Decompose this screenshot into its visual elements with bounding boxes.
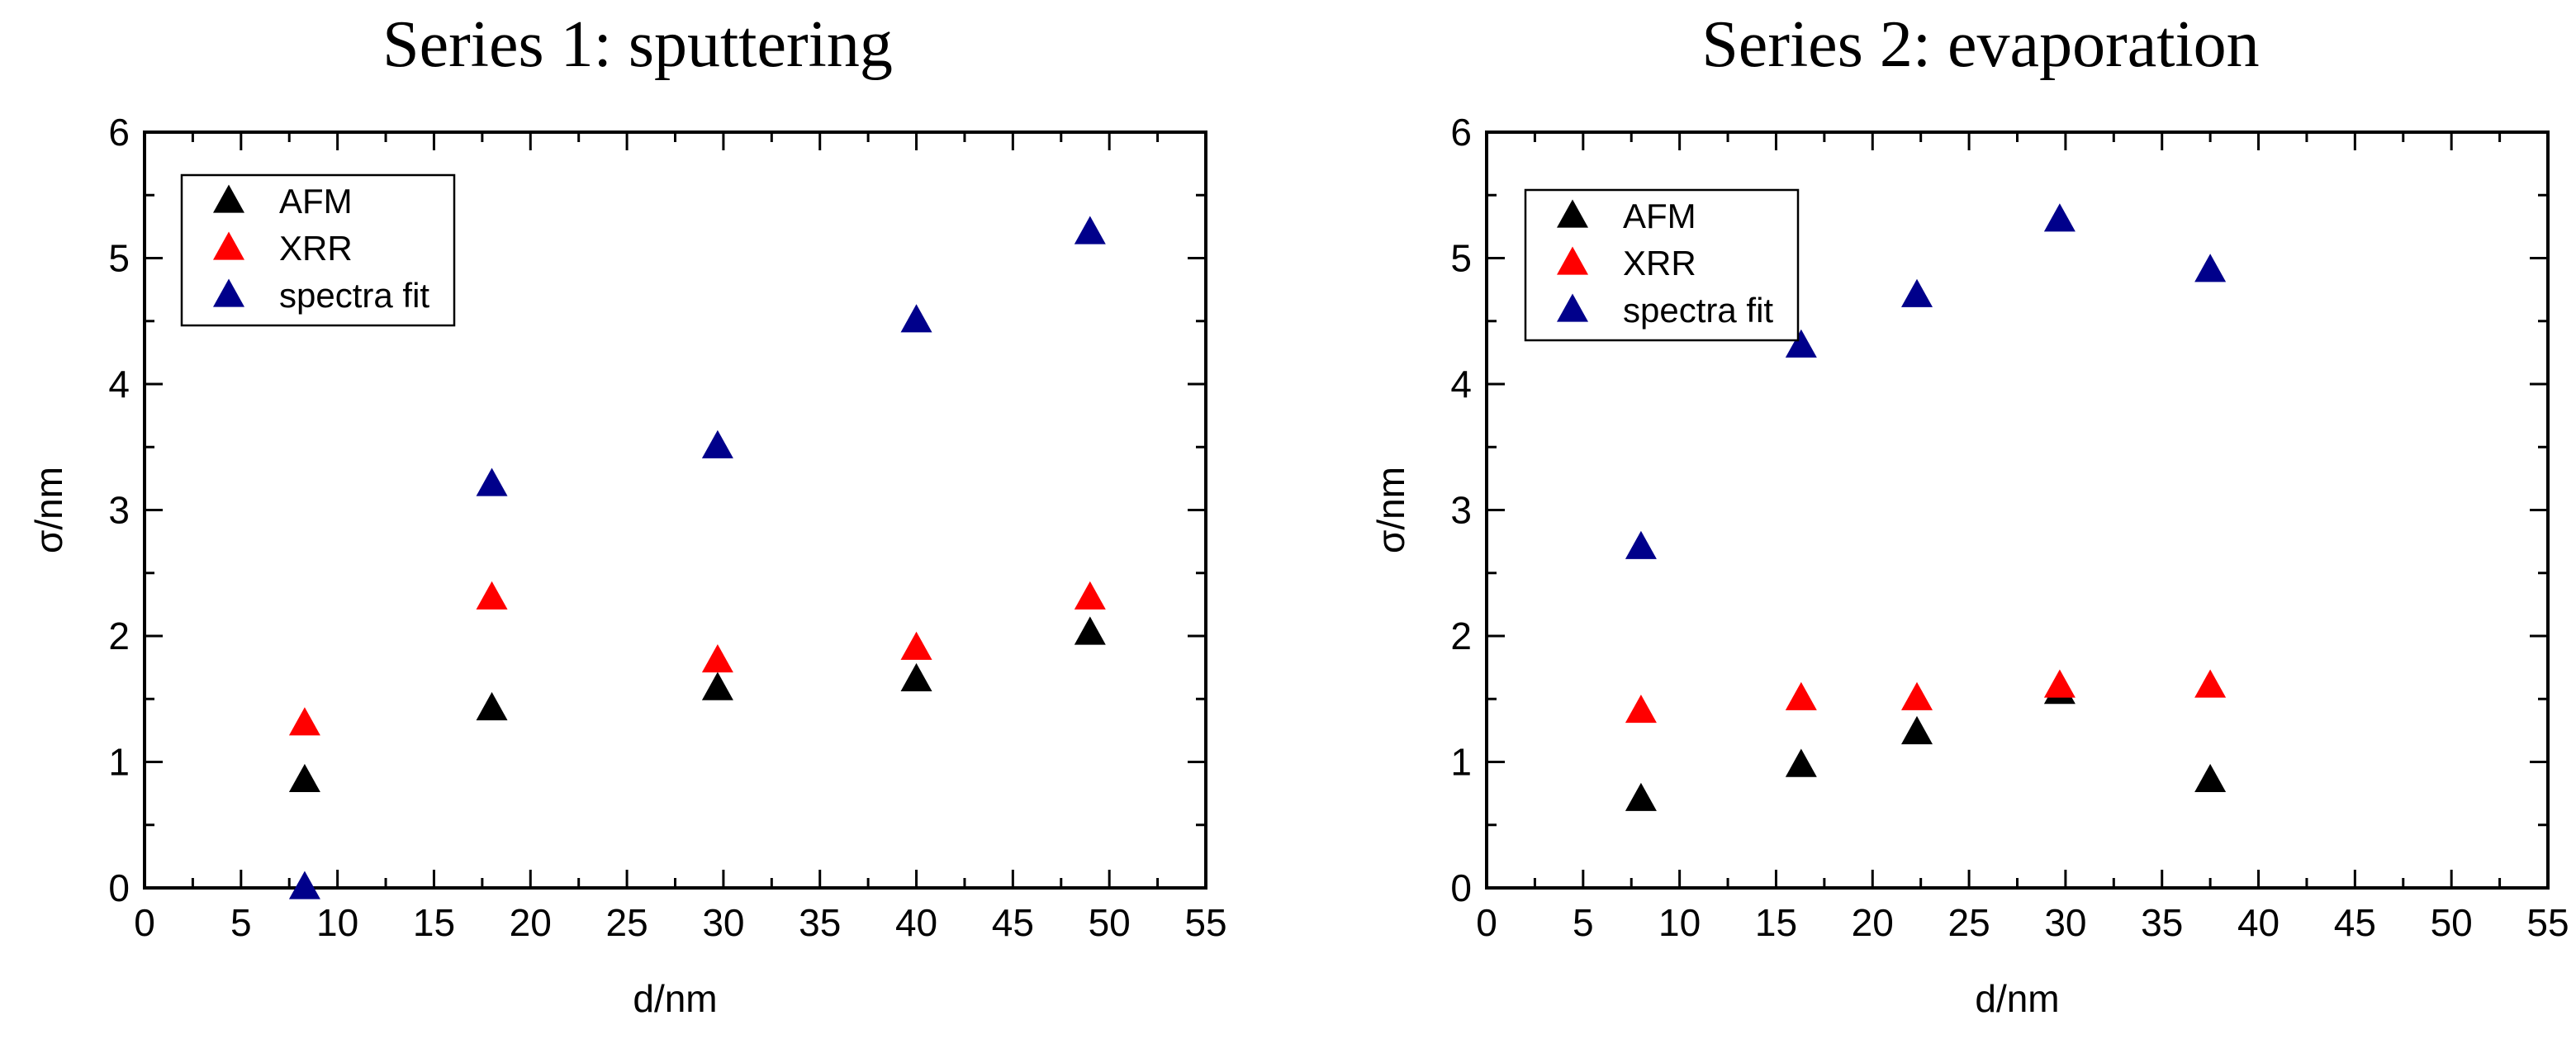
y-tick-label: 3 <box>108 489 130 532</box>
x-tick-label: 50 <box>1089 901 1131 944</box>
y-tick-label: 0 <box>1450 866 1472 909</box>
legend-marker-spectra-fit <box>1557 293 1588 322</box>
y-axis-label: σ/nm <box>27 467 70 553</box>
x-tick-label: 10 <box>1658 901 1701 944</box>
point-xrr <box>701 643 733 673</box>
x-tick-label: 10 <box>316 901 358 944</box>
x-tick-label: 0 <box>1476 901 1497 944</box>
x-tick-label: 30 <box>2044 901 2086 944</box>
x-tick-label: 55 <box>2526 901 2569 944</box>
y-tick-label: 6 <box>1450 111 1472 154</box>
point-xrr <box>288 707 320 736</box>
point-afm <box>900 662 932 692</box>
legend-marker-afm <box>213 184 244 213</box>
point-spectra-fit <box>2194 254 2227 282</box>
x-tick-label: 45 <box>992 901 1034 944</box>
legend-label-spectra-fit: spectra fit <box>279 276 429 315</box>
x-tick-label: 5 <box>1573 901 1594 944</box>
point-afm <box>1074 616 1106 645</box>
chart-title: Series 2: evaporation <box>1701 8 2259 81</box>
x-tick-label: 35 <box>799 901 841 944</box>
x-tick-label: 25 <box>1948 901 1990 944</box>
point-xrr <box>2043 669 2076 698</box>
point-spectra-fit <box>288 871 320 899</box>
y-tick-label: 3 <box>1450 489 1472 532</box>
x-axis-label: d/nm <box>633 977 717 1020</box>
legend-label-afm: AFM <box>1623 197 1696 235</box>
point-spectra-fit <box>1074 216 1106 244</box>
x-tick-label: 0 <box>134 901 155 944</box>
x-tick-label: 55 <box>1184 901 1226 944</box>
legend-label-spectra-fit: spectra fit <box>1623 291 1773 330</box>
point-afm <box>1901 715 1933 745</box>
point-afm <box>1625 782 1657 811</box>
x-tick-label: 40 <box>895 901 937 944</box>
x-axis-label: d/nm <box>1975 977 2059 1020</box>
point-afm <box>1785 748 1817 777</box>
legend-label-afm: AFM <box>279 182 353 221</box>
x-tick-label: 20 <box>510 901 552 944</box>
point-afm <box>476 691 508 721</box>
point-xrr <box>1785 681 1817 710</box>
x-tick-label: 35 <box>2141 901 2183 944</box>
x-tick-label: 30 <box>702 901 744 944</box>
point-xrr <box>900 631 932 660</box>
x-tick-label: 5 <box>230 901 252 944</box>
point-spectra-fit <box>1625 530 1657 559</box>
x-tick-label: 50 <box>2431 901 2473 944</box>
y-tick-label: 2 <box>1450 615 1472 657</box>
point-spectra-fit <box>900 304 932 333</box>
point-spectra-fit <box>1785 329 1817 358</box>
legend-marker-xrr <box>213 231 244 260</box>
x-tick-label: 20 <box>1852 901 1894 944</box>
x-tick-label: 40 <box>2237 901 2279 944</box>
y-tick-label: 0 <box>108 866 130 909</box>
x-tick-label: 45 <box>2334 901 2376 944</box>
legend-label-xrr: XRR <box>279 229 353 268</box>
point-spectra-fit <box>1901 278 1933 307</box>
y-tick-label: 4 <box>108 363 130 406</box>
chart-title: Series 1: sputtering <box>382 8 893 81</box>
point-xrr <box>1625 694 1657 724</box>
y-tick-label: 1 <box>1450 741 1472 784</box>
point-spectra-fit <box>476 467 508 496</box>
point-xrr <box>476 581 508 610</box>
point-spectra-fit <box>701 429 733 458</box>
y-tick-label: 5 <box>1450 237 1472 280</box>
point-afm <box>2194 763 2227 793</box>
y-tick-label: 4 <box>1450 363 1472 406</box>
x-tick-label: 25 <box>606 901 648 944</box>
y-axis-label: σ/nm <box>1369 467 1412 553</box>
legend-label-xrr: XRR <box>1623 244 1696 282</box>
point-xrr <box>2194 669 2227 698</box>
legend-marker-xrr <box>1557 246 1588 275</box>
x-tick-label: 15 <box>1755 901 1797 944</box>
point-spectra-fit <box>2043 203 2076 232</box>
point-xrr <box>1901 681 1933 710</box>
point-afm <box>288 763 320 793</box>
legend-marker-spectra-fit <box>213 278 244 307</box>
y-tick-label: 2 <box>108 615 130 657</box>
point-xrr <box>1074 581 1106 610</box>
x-tick-label: 15 <box>413 901 455 944</box>
legend-marker-afm <box>1557 199 1588 228</box>
y-tick-label: 5 <box>108 237 130 280</box>
point-afm <box>701 671 733 700</box>
y-tick-label: 6 <box>108 111 130 154</box>
y-tick-label: 1 <box>108 741 130 784</box>
